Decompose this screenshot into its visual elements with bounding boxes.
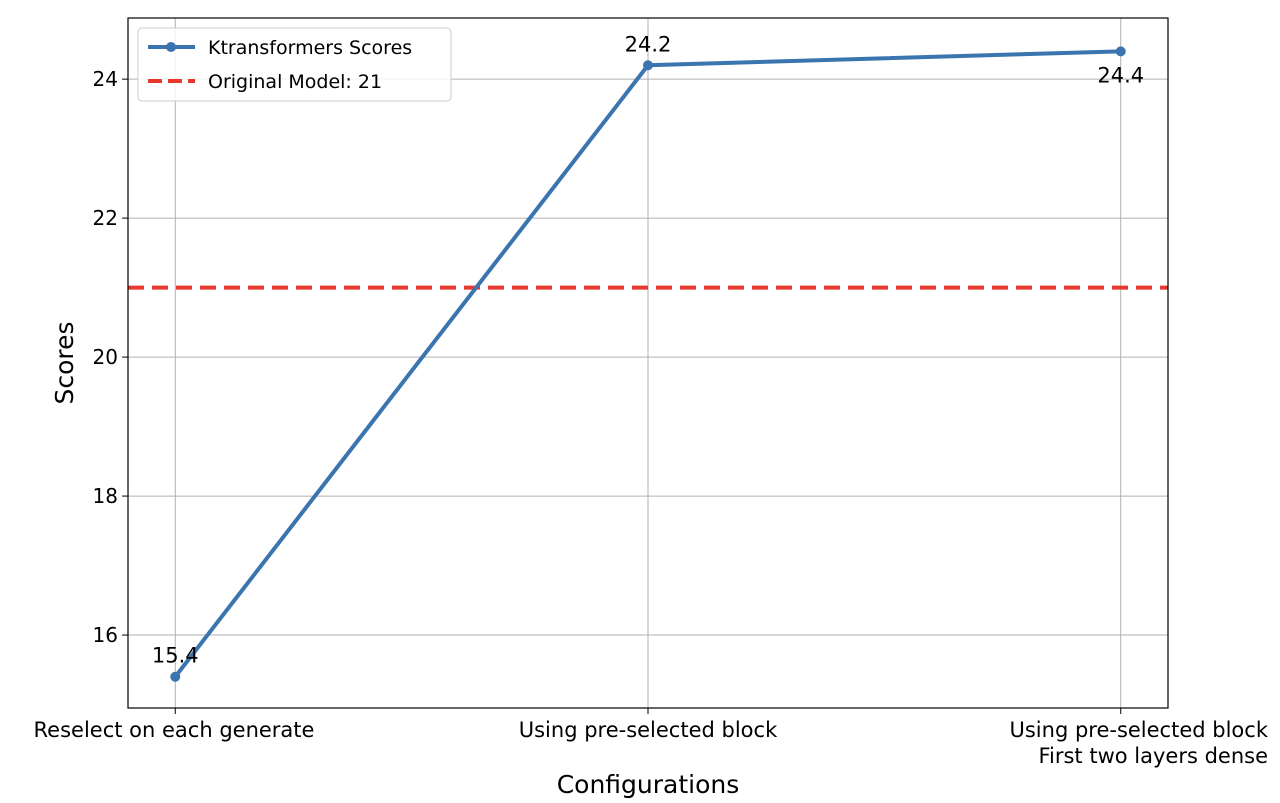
data-label: 15.4 xyxy=(152,644,199,668)
y-axis: 16 18 20 22 24 xyxy=(93,67,128,647)
grid xyxy=(128,18,1168,708)
legend-reference-label: Original Model: 21 xyxy=(208,71,382,93)
data-label: 24.4 xyxy=(1097,63,1144,87)
y-tick-label: 24 xyxy=(93,67,118,91)
data-point xyxy=(643,60,653,71)
y-tick-label: 16 xyxy=(93,623,118,647)
legend-series-marker xyxy=(166,42,176,52)
data-label: 24.2 xyxy=(625,32,672,56)
y-tick-label: 22 xyxy=(93,206,118,230)
x-tick-label: Using pre-selected block xyxy=(1009,718,1268,742)
x-axis-label: Configurations xyxy=(557,770,740,799)
series-layer: 15.4 24.2 24.4 xyxy=(152,32,1144,682)
x-tick-label: Using pre-selected block xyxy=(519,718,778,742)
legend-series-label: Ktransformers Scores xyxy=(208,37,412,59)
data-point xyxy=(170,671,181,682)
x-tick-label: First two layers dense xyxy=(1038,744,1268,768)
y-tick-label: 18 xyxy=(93,484,118,508)
data-point xyxy=(1115,46,1126,57)
x-axis: Reselect on each generate Using pre-selec… xyxy=(34,708,1269,768)
legend: Ktransformers Scores Original Model: 21 xyxy=(137,27,452,102)
y-axis-label: Scores xyxy=(50,321,79,404)
legend-box xyxy=(137,27,452,102)
x-tick-label: Reselect on each generate xyxy=(34,718,315,742)
y-tick-label: 20 xyxy=(93,345,118,369)
